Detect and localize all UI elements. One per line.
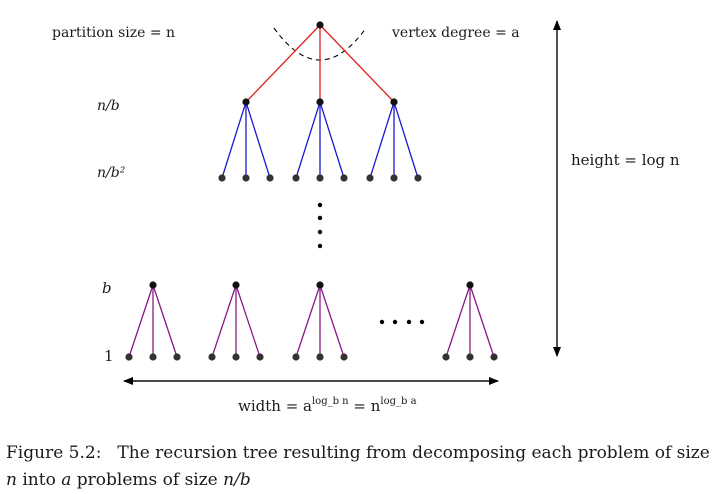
tree-edge (369, 101, 395, 179)
tree-node (242, 174, 250, 182)
tree-edge (221, 101, 247, 179)
leaf-node (442, 353, 450, 361)
tree-edge (152, 284, 178, 358)
width-label: width = alog_b n = nlog_b a (238, 396, 417, 415)
ellipsis-dot (317, 215, 323, 221)
top-level-edges (245, 24, 395, 103)
ellipsis-dot (379, 319, 385, 325)
tree-nodes (125, 21, 498, 361)
tree-edge (295, 101, 321, 179)
partition-size-label: partition size = n (52, 25, 175, 41)
leaf-node (256, 353, 264, 361)
tree-edge (319, 284, 345, 358)
leaf-node (232, 353, 240, 361)
tree-edge (245, 24, 321, 103)
tree-edge (245, 101, 271, 179)
tree-node (390, 98, 398, 106)
caption-text-3: problems of size (71, 470, 224, 490)
tree-node (232, 281, 240, 289)
level-n-over-b-squared-label: n/b² (97, 165, 126, 181)
leaf-node (340, 353, 348, 361)
leaf-node (125, 353, 133, 361)
level-leaf-label: 1 (104, 347, 114, 365)
tree-node (316, 174, 324, 182)
ellipsis-dot (317, 202, 323, 208)
leaf-node (173, 353, 181, 361)
tree-edge (295, 284, 321, 358)
horizontal-ellipsis (379, 319, 425, 325)
bottom-level-edges (128, 284, 495, 358)
tree-edge (469, 284, 495, 358)
width-exponent-1: log_b n (312, 396, 349, 407)
caption-var-a: a (61, 470, 72, 490)
leaf-node (149, 353, 157, 361)
ellipsis-dot (392, 319, 398, 325)
second-level-edges (221, 101, 419, 179)
tree-edge (445, 284, 471, 358)
caption-var-n: n (6, 470, 17, 490)
caption-var-nb: n/b (223, 470, 251, 490)
tree-node (340, 174, 348, 182)
tree-node (316, 21, 324, 29)
level-n-over-b-label: n/b (97, 98, 120, 114)
ellipsis-dot (406, 319, 412, 325)
leaf-node (292, 353, 300, 361)
caption-text-2: into (16, 470, 62, 490)
tree-node (266, 174, 274, 182)
leaf-node (466, 353, 474, 361)
leaf-node (490, 353, 498, 361)
tree-node (316, 281, 324, 289)
tree-node (242, 98, 250, 106)
tree-edge (319, 101, 345, 179)
vertical-ellipsis (317, 202, 323, 249)
tree-edge (211, 284, 237, 358)
tree-node (414, 174, 422, 182)
width-prefix: width = a (238, 397, 312, 415)
ellipsis-dot (317, 229, 323, 235)
tree-node (390, 174, 398, 182)
tree-node (218, 174, 226, 182)
tree-edge (393, 101, 419, 179)
height-label: height = log n (571, 151, 680, 169)
width-middle: = n (349, 397, 381, 415)
caption-text-1: The recursion tree resulting from decomp… (117, 443, 710, 463)
tree-node (149, 281, 157, 289)
ellipsis-dot (317, 243, 323, 249)
width-exponent-2: log_b a (380, 396, 416, 407)
leaf-node (316, 353, 324, 361)
tree-node (366, 174, 374, 182)
tree-edge (128, 284, 154, 358)
tree-edge (319, 24, 395, 103)
vertex-degree-label: vertex degree = a (391, 25, 520, 41)
tree-node (316, 98, 324, 106)
leaf-node (208, 353, 216, 361)
ellipsis-dot (419, 319, 425, 325)
tree-node (292, 174, 300, 182)
level-b-label: b (102, 279, 112, 297)
figure-caption: Figure 5.2: The recursion tree resulting … (6, 440, 711, 494)
tree-node (466, 281, 474, 289)
caption-number: Figure 5.2: (6, 443, 102, 463)
tree-edge (235, 284, 261, 358)
